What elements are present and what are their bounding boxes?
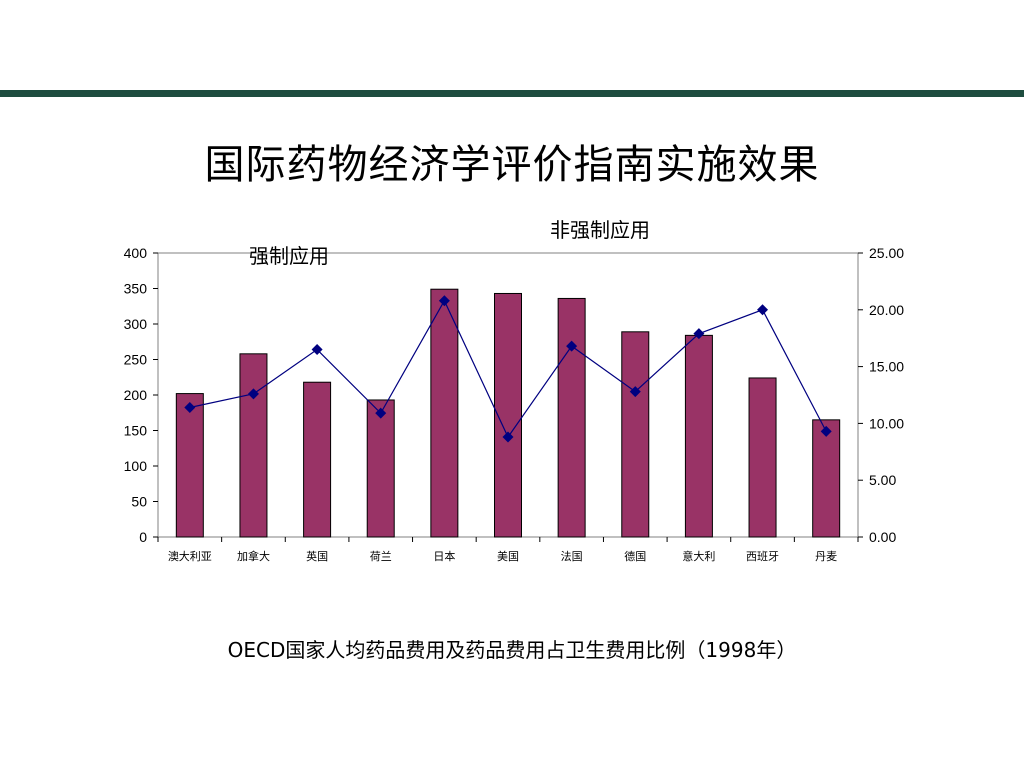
bar — [557, 297, 586, 538]
category-label: 美国 — [497, 550, 519, 563]
bar — [239, 353, 268, 538]
category-label: 英国 — [306, 549, 328, 563]
ratio-point — [820, 425, 832, 437]
slide-title: 国际药物经济学评价指南实施效果 — [204, 142, 820, 188]
right-axis-tick-label: 5.00 — [869, 472, 896, 488]
bar — [684, 334, 713, 538]
right-axis-tick-label: 20.00 — [869, 302, 904, 318]
chart-caption: OECD国家人均药品费用及药品费用占卫生费用比例（1998年） — [227, 638, 797, 662]
annotation-mandatory: 强制应用 — [249, 244, 329, 268]
category-label: 日本 — [433, 549, 455, 563]
ratio-point — [247, 388, 259, 400]
category-label: 法国 — [561, 549, 583, 563]
left-axis-tick-label: 300 — [124, 316, 148, 332]
left-axis-tick-label: 150 — [124, 423, 148, 439]
right-axis-tick-label: 25.00 — [869, 245, 904, 261]
left-axis-tick-label: 100 — [124, 458, 148, 474]
category-label: 西班牙 — [746, 550, 779, 563]
bar — [494, 292, 522, 538]
ratio-point — [184, 401, 196, 413]
ratio-point — [438, 295, 450, 307]
left-axis-tick-label: 0 — [139, 529, 147, 545]
left-axis-tick-label: 200 — [124, 387, 148, 403]
bar — [812, 419, 841, 538]
category-label: 加拿大 — [237, 549, 270, 563]
annotation-nonmandatory: 非强制应用 — [550, 218, 650, 242]
bar — [175, 393, 204, 538]
bar — [430, 288, 459, 538]
ratio-point — [629, 386, 641, 398]
right-axis-tick-label: 10.00 — [869, 415, 904, 431]
category-label: 德国 — [624, 549, 646, 563]
left-axis-tick-label: 250 — [124, 352, 148, 368]
ratio-point — [566, 340, 578, 352]
bar — [621, 331, 650, 538]
left-axis-tick-label: 50 — [131, 494, 147, 510]
bar — [748, 377, 777, 538]
category-label: 澳大利亚 — [168, 549, 212, 563]
ratio-point — [693, 328, 705, 340]
top-rule — [0, 90, 1024, 97]
ratio-point — [502, 431, 514, 443]
right-axis-tick-label: 0.00 — [869, 529, 896, 545]
category-label: 荷兰 — [370, 550, 392, 563]
ratio-point — [757, 304, 769, 316]
ratio-point — [311, 344, 323, 356]
left-axis-tick-label: 400 — [124, 245, 148, 261]
category-label: 丹麦 — [815, 550, 837, 563]
category-label: 意大利 — [682, 549, 715, 563]
right-axis-tick-label: 15.00 — [869, 359, 904, 375]
ratio-point — [375, 407, 387, 419]
bar — [366, 399, 395, 538]
bar — [303, 381, 332, 538]
left-axis-tick-label: 350 — [124, 281, 148, 297]
